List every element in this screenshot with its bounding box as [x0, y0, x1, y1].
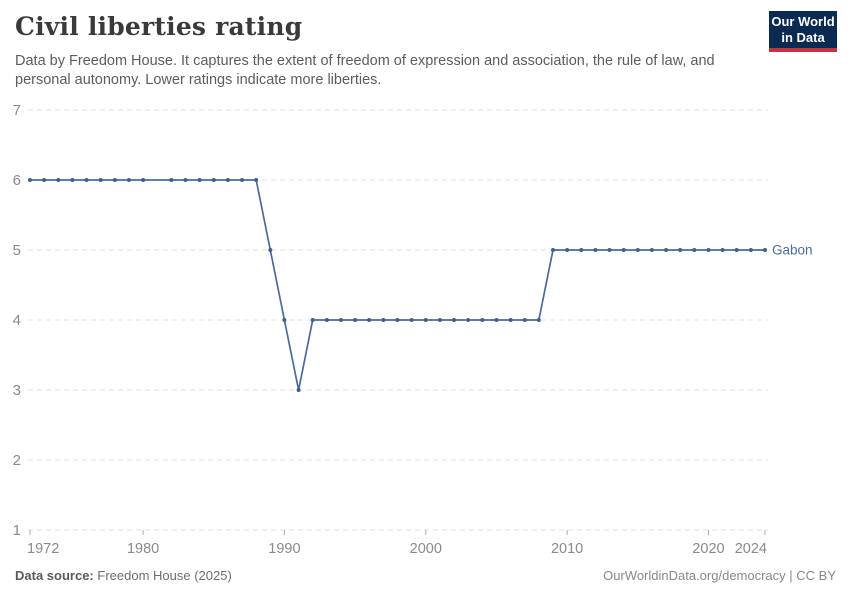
- logo-line-1: Our World: [771, 14, 835, 29]
- data-point[interactable]: [720, 248, 725, 252]
- data-point[interactable]: [339, 318, 343, 322]
- data-point[interactable]: [579, 248, 584, 252]
- data-source: Data source: Freedom House (2025): [15, 568, 232, 583]
- data-point[interactable]: [551, 248, 555, 252]
- data-point[interactable]: [494, 318, 499, 322]
- data-point[interactable]: [197, 178, 202, 182]
- data-point[interactable]: [664, 248, 669, 252]
- data-point[interactable]: [466, 318, 471, 322]
- data-point[interactable]: [211, 178, 216, 182]
- data-point[interactable]: [706, 248, 711, 252]
- data-point[interactable]: [734, 248, 739, 252]
- subtitle-line-2: personal autonomy. Lower ratings indicat…: [15, 72, 382, 88]
- x-axis-label: 2010: [551, 541, 583, 557]
- data-point[interactable]: [70, 178, 75, 182]
- data-point[interactable]: [649, 248, 654, 252]
- data-point[interactable]: [536, 318, 541, 322]
- data-source-label: Data source:: [15, 568, 94, 583]
- data-point[interactable]: [126, 178, 131, 182]
- data-point[interactable]: [452, 318, 456, 322]
- data-point[interactable]: [409, 318, 414, 322]
- x-axis-label: 2020: [692, 541, 724, 557]
- data-point[interactable]: [395, 318, 400, 322]
- chart-title: Civil liberties rating: [15, 12, 303, 41]
- data-point[interactable]: [268, 248, 273, 252]
- x-axis-label: 1990: [268, 541, 300, 557]
- data-point[interactable]: [381, 318, 386, 322]
- data-point[interactable]: [748, 248, 753, 252]
- data-point[interactable]: [607, 248, 612, 252]
- data-point[interactable]: [254, 178, 259, 182]
- data-point[interactable]: [353, 318, 358, 322]
- data-point[interactable]: [310, 318, 315, 322]
- data-point[interactable]: [635, 248, 640, 252]
- x-axis-label: 1980: [127, 541, 159, 557]
- data-point[interactable]: [508, 318, 513, 322]
- logo-line-2: in Data: [781, 30, 825, 45]
- data-point[interactable]: [367, 318, 372, 322]
- y-axis-label: 1: [13, 522, 21, 539]
- chart-subtitle: Data by Freedom House. It captures the e…: [15, 52, 715, 90]
- data-point[interactable]: [112, 178, 117, 182]
- data-point[interactable]: [522, 318, 527, 322]
- data-point[interactable]: [763, 248, 767, 252]
- attribution-link[interactable]: OurWorldinData.org/democracy | CC BY: [603, 568, 836, 583]
- data-point[interactable]: [141, 178, 146, 182]
- data-point[interactable]: [565, 248, 570, 252]
- data-point[interactable]: [240, 178, 244, 182]
- data-point[interactable]: [678, 248, 683, 252]
- data-source-value: Freedom House (2025): [97, 568, 232, 583]
- y-axis-label: 2: [13, 452, 21, 469]
- subtitle-line-1: Data by Freedom House. It captures the e…: [15, 53, 715, 69]
- y-axis-label: 4: [13, 312, 21, 329]
- data-point[interactable]: [480, 318, 485, 322]
- data-point[interactable]: [621, 248, 626, 252]
- data-point[interactable]: [296, 388, 301, 392]
- x-axis-label: 2024: [735, 541, 767, 557]
- data-point[interactable]: [692, 248, 697, 252]
- data-line-gabon[interactable]: [30, 179, 765, 391]
- y-axis-label: 6: [13, 172, 21, 189]
- data-point[interactable]: [282, 318, 287, 322]
- data-point[interactable]: [84, 178, 89, 182]
- y-axis-label: 5: [13, 242, 21, 259]
- data-point[interactable]: [437, 318, 442, 322]
- data-point[interactable]: [42, 178, 47, 182]
- data-point[interactable]: [225, 178, 230, 182]
- data-point[interactable]: [324, 318, 329, 322]
- data-point[interactable]: [28, 178, 32, 182]
- data-point[interactable]: [56, 178, 61, 182]
- y-axis-label: 3: [13, 382, 21, 399]
- owid-logo[interactable]: Our World in Data: [769, 11, 837, 52]
- data-point[interactable]: [423, 318, 428, 322]
- x-axis-label: 1972: [27, 541, 59, 557]
- series-label-gabon[interactable]: Gabon: [772, 243, 813, 258]
- data-point[interactable]: [98, 178, 103, 182]
- y-axis-label: 7: [13, 102, 21, 119]
- x-axis-label: 2000: [410, 541, 442, 557]
- data-point[interactable]: [183, 178, 188, 182]
- data-point[interactable]: [593, 248, 598, 252]
- data-point[interactable]: [169, 178, 174, 182]
